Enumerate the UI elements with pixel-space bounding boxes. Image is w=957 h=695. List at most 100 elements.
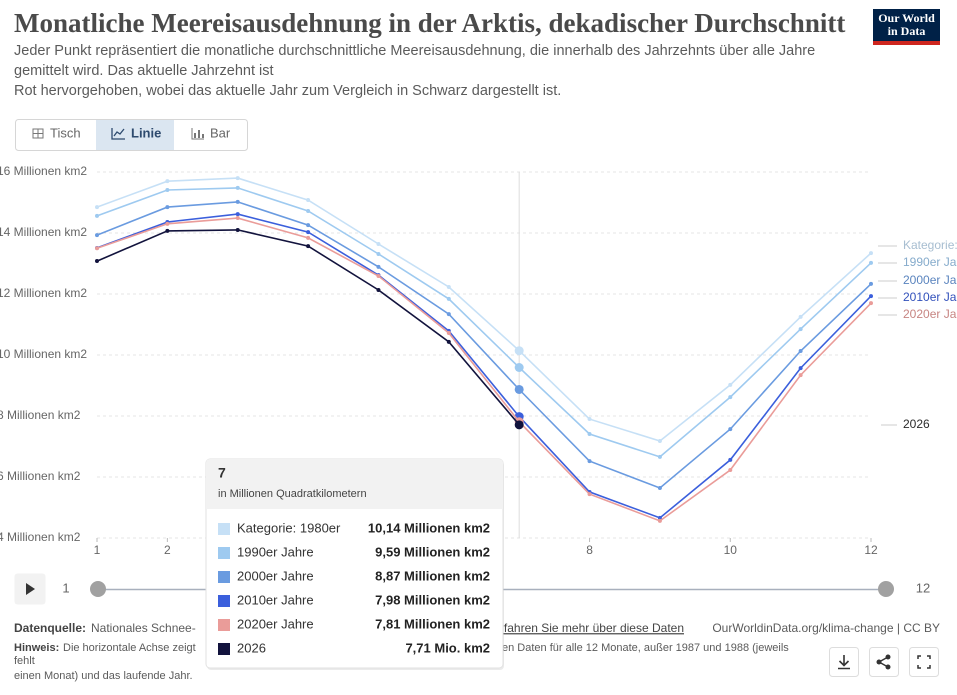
logo[interactable]: Our World in Data bbox=[873, 9, 940, 45]
download-icon bbox=[838, 655, 850, 670]
source: Nationales Schnee- bbox=[91, 621, 196, 635]
series-label: 2000er Jahre bbox=[903, 273, 957, 287]
share-icon bbox=[885, 654, 891, 660]
share-button[interactable] bbox=[869, 647, 899, 677]
data-point bbox=[869, 301, 873, 306]
note: en Daten für alle 12 Monate, außer 1987 … bbox=[502, 642, 789, 654]
timeline-start: 1 bbox=[62, 580, 69, 595]
tooltip-value: 9,59 Millionen km2 bbox=[375, 544, 490, 559]
data-point bbox=[306, 209, 311, 214]
data-point bbox=[728, 427, 733, 432]
tooltip-value: 8,87 Millionen km2 bbox=[375, 568, 490, 583]
tooltip-value: 7,71 Mio. km2 bbox=[405, 640, 490, 655]
timeline-handle[interactable] bbox=[90, 581, 106, 597]
data-point bbox=[376, 288, 381, 293]
data-point bbox=[869, 294, 873, 299]
series-line bbox=[96, 187, 872, 458]
hover-point bbox=[514, 363, 524, 373]
data-point bbox=[95, 246, 99, 251]
fullscreen-icon bbox=[917, 655, 931, 669]
tooltip-swatch bbox=[218, 547, 230, 559]
tab-label: Tisch bbox=[50, 125, 81, 140]
series-label: 1990er Jahre bbox=[903, 255, 957, 269]
tooltip-series-name: 1990er Jahre bbox=[237, 544, 314, 559]
tooltip-swatch bbox=[218, 643, 230, 655]
data-point bbox=[306, 230, 311, 235]
data-point bbox=[657, 439, 662, 444]
logo-text: Our World bbox=[878, 11, 935, 25]
tabs: Tisch Linie Bar bbox=[15, 119, 248, 151]
source-label: Datenquelle: bbox=[14, 621, 86, 635]
tooltip-header-bg bbox=[206, 459, 503, 509]
logo-bg bbox=[873, 9, 940, 45]
data-point bbox=[798, 373, 803, 378]
tooltip-series-name: 2010er Jahre bbox=[237, 592, 314, 607]
tab[interactable]: Tisch bbox=[32, 125, 81, 140]
tooltip-value: 10,14 Millionen km2 bbox=[368, 520, 490, 535]
x-tick-label: 8 bbox=[586, 543, 593, 557]
data-point bbox=[376, 264, 381, 269]
series-label: 2010er Jahre bbox=[903, 290, 957, 304]
tooltip-series-name: 2026 bbox=[237, 640, 266, 655]
series-label: 2020er Jahre bbox=[903, 307, 957, 321]
data-point bbox=[376, 274, 381, 279]
data-point bbox=[306, 198, 311, 203]
credit: OurWorldinData.org/klima-change | CC BY bbox=[712, 621, 940, 635]
x-tick-label: 10 bbox=[724, 543, 738, 557]
y-tick-label: 8 Millionen km2 bbox=[0, 408, 81, 422]
share-icon bbox=[876, 659, 882, 665]
download-button[interactable] bbox=[829, 647, 859, 677]
data-point bbox=[446, 339, 451, 344]
note-label: Hinweis: bbox=[14, 642, 59, 654]
tab[interactable]: Linie bbox=[111, 125, 161, 140]
data-point bbox=[869, 260, 873, 265]
data-point bbox=[235, 216, 240, 221]
y-tick-label: 16 Millionen km2 bbox=[0, 164, 87, 178]
tooltip-subtitle: in Millionen Quadratkilometern bbox=[218, 488, 367, 500]
data-point bbox=[306, 244, 311, 249]
y-tick-label: 10 Millionen km2 bbox=[0, 347, 87, 361]
data-point bbox=[235, 176, 240, 181]
data-point bbox=[446, 312, 451, 317]
data-point bbox=[165, 187, 170, 192]
series-label: Kategorie: 1980er bbox=[903, 238, 957, 252]
footer: Datenquelle: Nationales Schnee- Erfahren… bbox=[14, 621, 940, 682]
series-line bbox=[96, 201, 872, 489]
tab-label: Linie bbox=[131, 125, 161, 140]
tooltip-swatch bbox=[218, 571, 230, 583]
data-point bbox=[728, 382, 733, 387]
data-point bbox=[446, 296, 451, 301]
share-icon bbox=[885, 664, 891, 670]
timeline-handle[interactable] bbox=[878, 581, 894, 597]
data-point bbox=[235, 185, 240, 190]
y-tick-label: 4 Millionen km2 bbox=[0, 530, 81, 544]
data-point bbox=[657, 515, 662, 520]
logo-text: in Data bbox=[888, 24, 926, 38]
tooltip-series-name: 2000er Jahre bbox=[237, 568, 314, 583]
chart-title: Monatliche Meereisausdehnung in der Arkt… bbox=[14, 8, 845, 38]
data-point bbox=[235, 212, 240, 217]
tab[interactable]: Bar bbox=[191, 125, 231, 140]
logo-bar bbox=[873, 41, 940, 45]
data-point bbox=[235, 199, 240, 204]
data-point bbox=[657, 454, 662, 459]
data-point bbox=[165, 179, 170, 184]
y-tick-label: 14 Millionen km2 bbox=[0, 225, 87, 239]
x-tick-label: 2 bbox=[164, 543, 171, 557]
learn-more-link[interactable]: Erfahren Sie mehr über diese Daten bbox=[492, 621, 684, 635]
data-point bbox=[728, 467, 733, 472]
series-line bbox=[96, 177, 872, 442]
fullscreen-button[interactable] bbox=[909, 647, 939, 677]
tab-icon bbox=[198, 130, 200, 138]
hover-point bbox=[514, 346, 524, 356]
data-point bbox=[165, 228, 170, 233]
data-point bbox=[235, 227, 240, 232]
data-point bbox=[165, 205, 170, 210]
series-line bbox=[96, 213, 872, 519]
hover-point bbox=[514, 420, 524, 430]
tooltip-title: 7 bbox=[218, 465, 226, 481]
note: Die horizontale Achse zeigt bbox=[63, 642, 196, 654]
series-line bbox=[96, 229, 520, 426]
data-point bbox=[165, 221, 170, 226]
data-point bbox=[587, 459, 592, 464]
